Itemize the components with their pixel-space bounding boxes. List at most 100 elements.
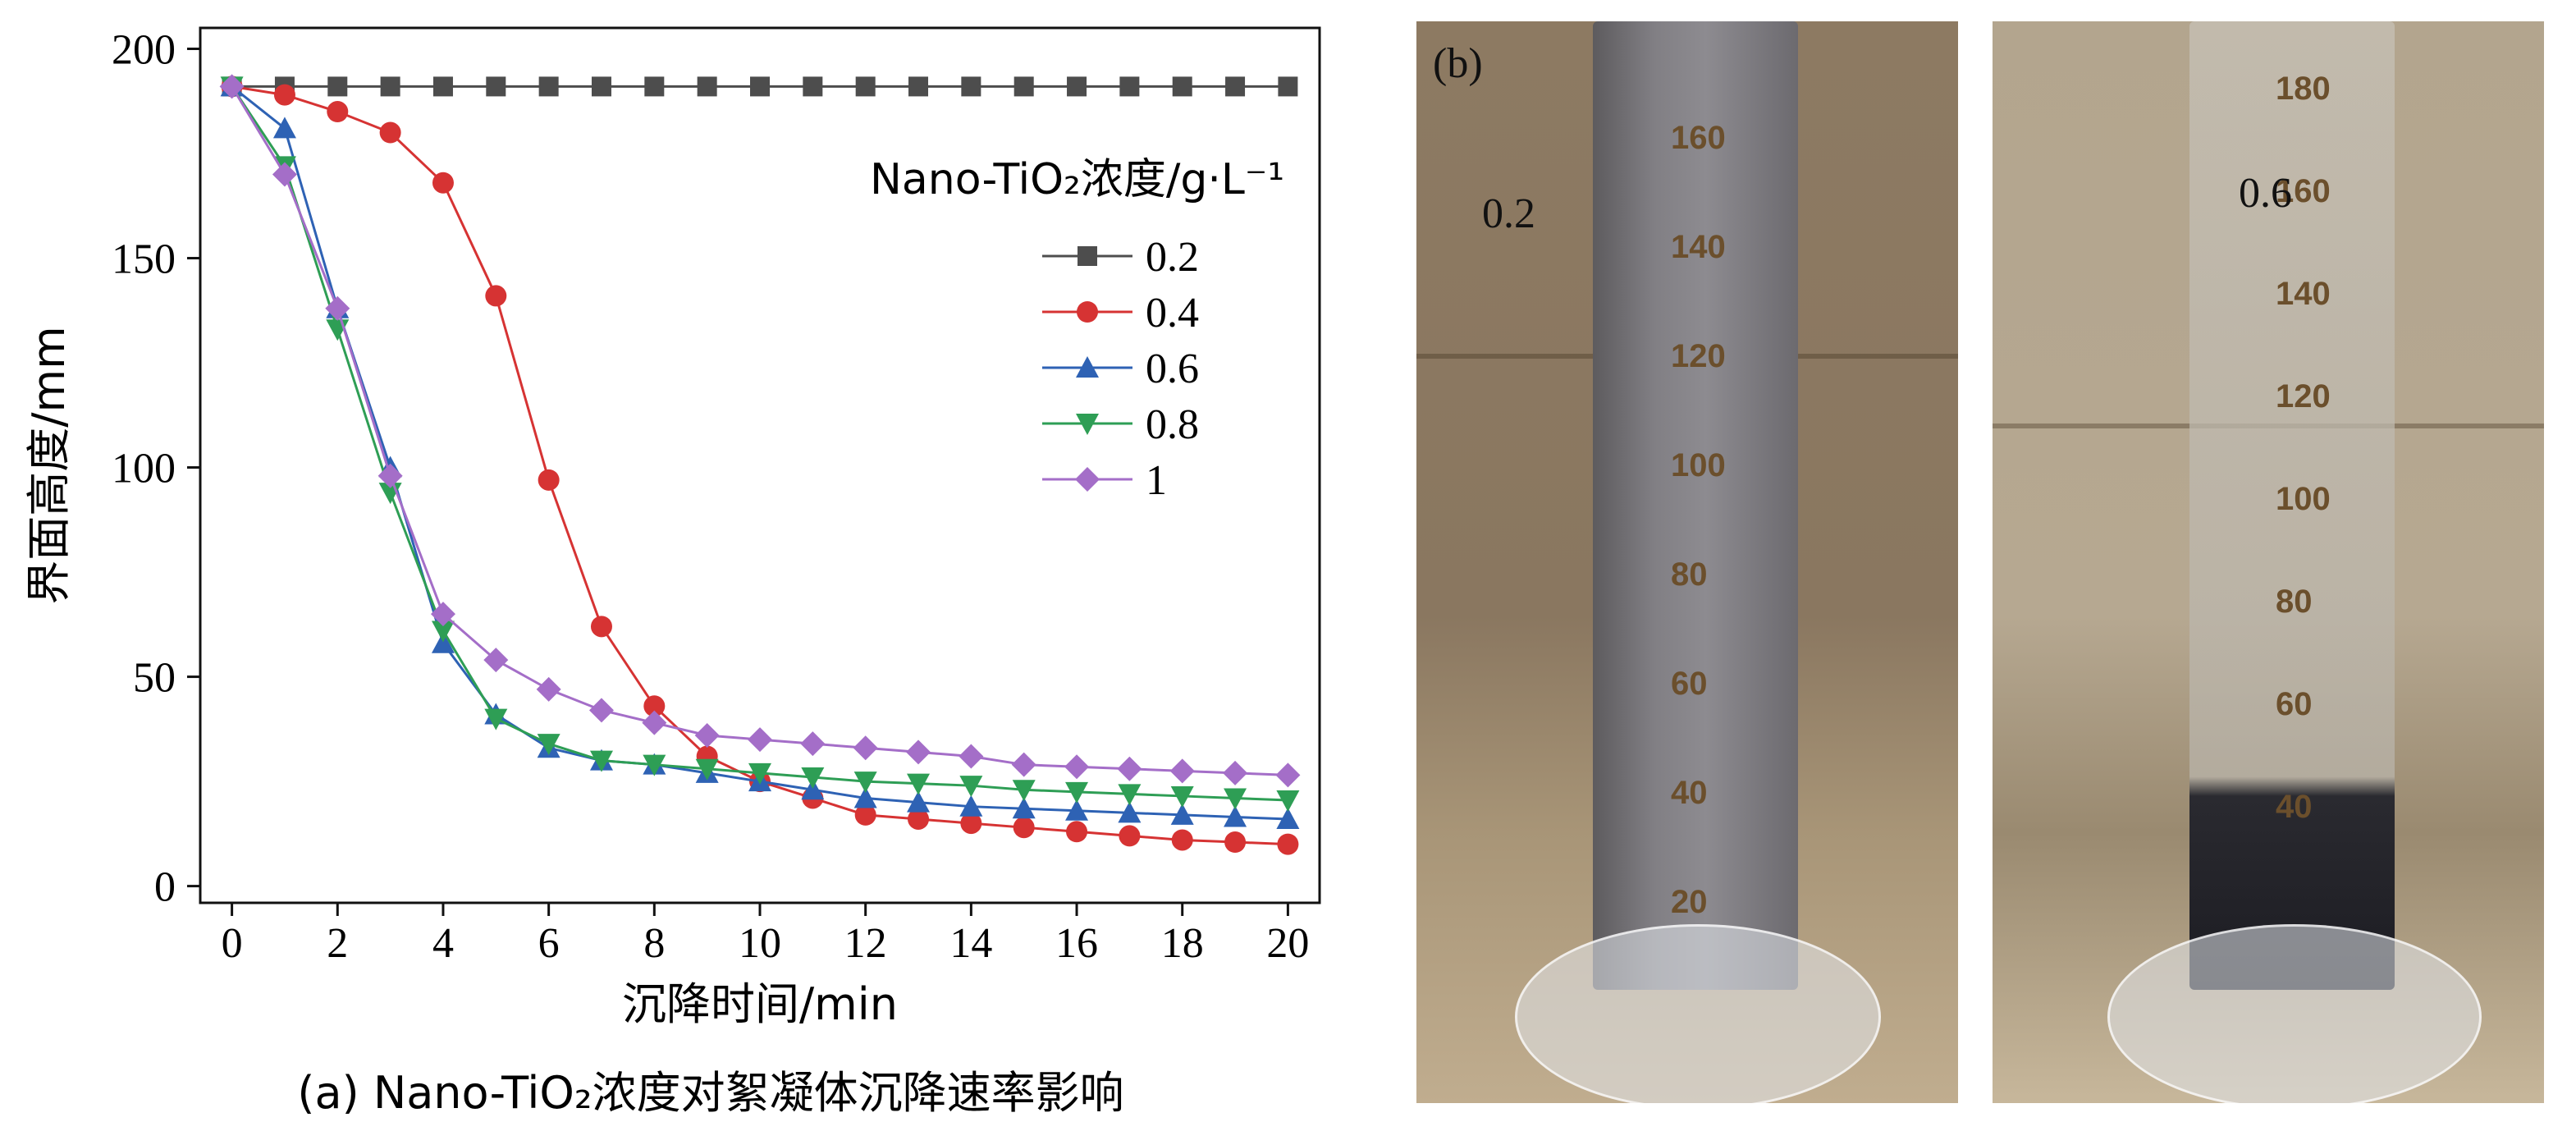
- data-point-0.2: [908, 76, 929, 97]
- photo-cylinder-0-6: 180 160 140 120 100 80 60 40 0.6: [1993, 21, 2544, 1103]
- x-tick-label: 12: [844, 920, 887, 967]
- photo-cylinder-0-2: 160 140 120 100 80 60 40 20 (b) 0.2: [1416, 21, 1958, 1103]
- y-tick-label: 200: [112, 27, 176, 74]
- data-point-1: [1117, 756, 1142, 781]
- scale-number: 40: [1671, 775, 1708, 811]
- y-axis-label: 界面高度/mm: [23, 326, 75, 604]
- data-point-0.2: [591, 76, 611, 97]
- data-point-0.6: [1012, 797, 1036, 819]
- graduated-cylinder: [2189, 21, 2395, 990]
- data-point-1: [1169, 758, 1195, 784]
- legend-label-0.2: 0.2: [1146, 234, 1199, 281]
- data-point-0.6: [959, 794, 983, 817]
- data-point-0.4: [538, 469, 560, 491]
- data-point-1: [642, 710, 667, 735]
- legend-label-0.4: 0.4: [1146, 290, 1199, 337]
- data-point-0.8: [1118, 784, 1142, 806]
- concentration-label-right: 0.6: [2239, 170, 2292, 217]
- concentration-label-left: 0.2: [1482, 190, 1535, 237]
- figure-caption: (a) Nano-TiO₂浓度对絮凝体沉降速率影响: [297, 1067, 1123, 1119]
- data-point-0.8: [643, 754, 666, 776]
- y-tick-label: 100: [112, 446, 176, 492]
- x-tick-label: 8: [643, 920, 665, 967]
- data-point-1: [748, 727, 772, 753]
- data-point-1: [694, 722, 720, 748]
- data-point-0.8: [1065, 781, 1089, 804]
- data-point-1: [959, 744, 984, 769]
- data-point-0.2: [1278, 76, 1298, 97]
- scale-number: 120: [1671, 338, 1726, 374]
- data-point-0.8: [695, 758, 719, 781]
- data-point-0.6: [801, 778, 825, 800]
- data-point-0.4: [1013, 817, 1035, 839]
- data-point-0.2: [327, 76, 348, 97]
- scale-number: 100: [2276, 481, 2331, 517]
- scale-number: 140: [1671, 229, 1726, 265]
- data-point-0.2: [1172, 76, 1192, 97]
- data-point-0.8: [589, 750, 613, 772]
- data-point-0.6: [1065, 799, 1089, 821]
- data-point-0.4: [1066, 821, 1088, 843]
- data-point-1: [219, 74, 245, 99]
- data-point-1: [853, 735, 878, 761]
- x-tick-label: 18: [1161, 920, 1204, 967]
- scale-number: 120: [2276, 378, 2331, 414]
- legend-label-0.6: 0.6: [1146, 346, 1199, 392]
- data-point-0.6: [907, 790, 931, 813]
- data-point-0.2: [644, 76, 665, 97]
- data-point-0.2: [750, 76, 770, 97]
- scale-number: 160: [2276, 173, 2331, 209]
- data-point-1: [906, 740, 931, 765]
- cylinder-base: [1515, 924, 1881, 1103]
- legend-marker-0.4: [1077, 301, 1098, 323]
- scale-number: 140: [2276, 276, 2331, 312]
- data-point-1: [377, 463, 403, 488]
- data-point-1: [1064, 754, 1090, 780]
- legend-marker-1: [1075, 467, 1100, 492]
- x-tick-label: 10: [739, 920, 781, 967]
- data-point-0.8: [907, 773, 931, 795]
- data-point-0.2: [1067, 76, 1087, 97]
- data-point-0.4: [379, 121, 401, 144]
- data-point-0.4: [908, 808, 930, 830]
- x-tick-label: 0: [222, 920, 243, 967]
- scale-number: 80: [2276, 584, 2313, 620]
- data-point-0.2: [803, 76, 823, 97]
- data-point-1: [800, 731, 826, 757]
- data-point-0.2: [486, 76, 506, 97]
- data-point-0.2: [1119, 76, 1140, 97]
- data-point-0.8: [484, 708, 508, 730]
- data-point-0.8: [537, 734, 560, 756]
- scale-number: 60: [2276, 686, 2313, 722]
- x-tick-label: 16: [1055, 920, 1098, 967]
- data-point-0.8: [1170, 785, 1194, 808]
- x-tick-label: 6: [538, 920, 560, 967]
- cylinder-base: [2107, 924, 2482, 1103]
- y-tick-label: 150: [112, 236, 176, 283]
- data-point-0.4: [1119, 825, 1141, 847]
- legend-label-1: 1: [1146, 457, 1167, 504]
- data-point-0.4: [1171, 829, 1193, 851]
- scale-number: 40: [2276, 789, 2313, 825]
- data-point-1: [1011, 752, 1036, 777]
- legend-label-0.8: 0.8: [1146, 401, 1199, 448]
- y-tick-label: 0: [154, 864, 176, 911]
- scale-number: 80: [1671, 556, 1708, 593]
- data-point-0.2: [697, 76, 717, 97]
- data-point-0.8: [801, 767, 825, 789]
- data-point-0.4: [590, 616, 612, 638]
- scale-number: 60: [1671, 666, 1708, 702]
- data-point-0.4: [1224, 831, 1247, 854]
- data-point-0.4: [854, 804, 876, 826]
- x-tick-label: 4: [432, 920, 454, 967]
- x-tick-label: 14: [949, 920, 992, 967]
- data-point-0.8: [431, 620, 455, 643]
- data-point-0.4: [432, 172, 454, 194]
- scale-number: 160: [1671, 120, 1726, 156]
- data-point-1: [536, 676, 561, 702]
- data-point-0.2: [1013, 76, 1034, 97]
- data-point-0.2: [380, 76, 400, 97]
- settling-chart: 0 2 4 6 8 10 12 14 16 18 20050100150200沉降时间/min界面高…: [23, 26, 1321, 1119]
- data-point-0.4: [485, 285, 507, 307]
- data-point-0.8: [1224, 788, 1247, 810]
